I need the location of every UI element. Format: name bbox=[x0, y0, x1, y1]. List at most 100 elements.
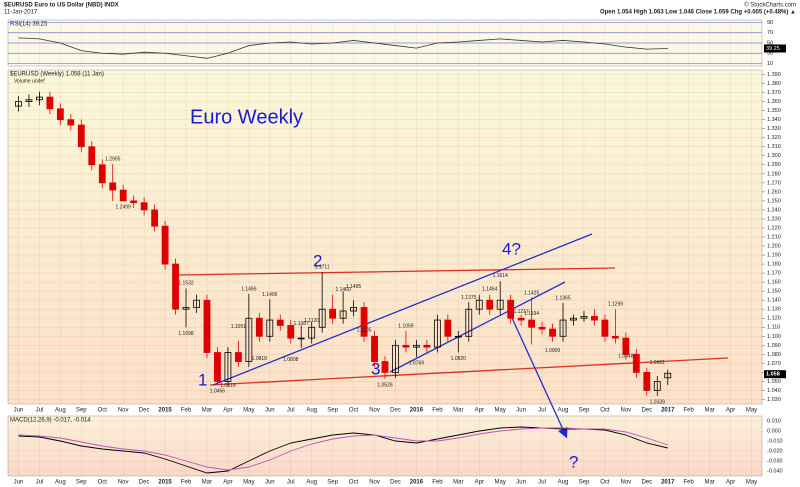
x-tick-label: Oct bbox=[98, 480, 108, 486]
y-tick-label: 1.150 bbox=[767, 289, 781, 295]
price-label: 1.0651 bbox=[650, 360, 666, 366]
y-tick-label: 10 bbox=[767, 61, 773, 67]
x-tick-label: Apr bbox=[726, 408, 735, 414]
price-label: 1.1711 bbox=[315, 264, 330, 270]
candle-body bbox=[381, 361, 389, 373]
x-tick-label: Feb bbox=[432, 408, 443, 414]
candle-body bbox=[664, 372, 672, 379]
y-tick-label: 0.010 bbox=[767, 418, 781, 424]
candle-body bbox=[444, 319, 452, 337]
price-label: 1.1299 bbox=[608, 302, 624, 308]
candle-body bbox=[549, 328, 556, 337]
x-tick-label: Nov bbox=[369, 408, 380, 414]
y-tick-label: 1.140 bbox=[767, 298, 781, 304]
price-label: 1.1425 bbox=[524, 290, 540, 296]
candle-body bbox=[214, 352, 221, 382]
candle-body bbox=[580, 316, 588, 319]
price-label: 1.0519 bbox=[220, 383, 236, 389]
x-tick-label: Sep bbox=[76, 408, 87, 414]
x-tick-label: Jul bbox=[287, 480, 295, 486]
price-label: 1.0820 bbox=[451, 356, 467, 362]
price-label: 1.1464 bbox=[482, 287, 498, 293]
x-tick-label: 2016 bbox=[410, 480, 424, 486]
candle-body bbox=[350, 307, 357, 312]
x-tick-label: Dec bbox=[139, 480, 150, 486]
candle-body bbox=[297, 337, 305, 340]
candle-body bbox=[161, 225, 169, 265]
x-tick-label: Oct bbox=[600, 408, 610, 414]
y-tick-label: 1.330 bbox=[767, 126, 781, 132]
y-tick-label: 1.170 bbox=[767, 271, 781, 277]
macd-legend: MACD(12,26,9) -0.017, -0.014 bbox=[10, 418, 91, 424]
channel-line bbox=[389, 281, 566, 373]
candle-body bbox=[611, 335, 619, 339]
candle-body bbox=[423, 344, 431, 348]
x-tick-label: Apr bbox=[475, 408, 484, 414]
price-label: 1.0526 bbox=[377, 382, 393, 388]
candle-body bbox=[151, 209, 159, 227]
x-tick-label: Aug bbox=[558, 408, 569, 414]
y-tick-label: 90 bbox=[767, 20, 773, 26]
x-tick-label: Mar bbox=[202, 408, 212, 414]
y-tick-label: 1.070 bbox=[767, 361, 781, 367]
x-tick-label: Nov bbox=[621, 480, 632, 486]
x-tick-label: Apr bbox=[223, 408, 232, 414]
x-tick-label: Oct bbox=[349, 408, 359, 414]
x-tick-label: Oct bbox=[98, 408, 108, 414]
wave-label: ? bbox=[569, 452, 578, 471]
price-label: 1.0456 bbox=[210, 389, 226, 395]
candle-body bbox=[402, 344, 410, 348]
y-tick-label: 1.290 bbox=[767, 162, 781, 168]
x-tick-label: Aug bbox=[558, 480, 569, 486]
y-tick-label: 1.130 bbox=[767, 307, 781, 313]
price-panel bbox=[7, 69, 763, 405]
candle-body bbox=[255, 317, 263, 337]
x-tick-label: Feb bbox=[181, 408, 192, 414]
price-label: 1.1460 bbox=[335, 287, 351, 293]
wave-label: 3 bbox=[371, 359, 380, 378]
y-tick-label: 1.350 bbox=[767, 108, 781, 114]
x-tick-label: Sep bbox=[76, 480, 87, 486]
candle-body bbox=[276, 319, 284, 326]
y-tick-label: 1.120 bbox=[767, 316, 781, 322]
candle-body bbox=[433, 319, 441, 348]
macd-line bbox=[18, 426, 668, 474]
candle-body bbox=[234, 352, 242, 362]
x-tick-label: Jul bbox=[538, 408, 546, 414]
y-tick-label: 50 bbox=[767, 40, 773, 46]
candle-body bbox=[119, 189, 127, 202]
y-tick-label: 1.340 bbox=[767, 117, 781, 123]
candle-body bbox=[329, 308, 337, 319]
y-tick-label: 1.380 bbox=[767, 81, 781, 87]
candle-body bbox=[245, 317, 253, 362]
x-tick-label: Apr bbox=[726, 480, 735, 486]
y-tick-label: 1.280 bbox=[767, 171, 781, 177]
y-tick-label: -0.040 bbox=[767, 468, 783, 474]
y-tick-label: 1.360 bbox=[767, 99, 781, 105]
candle-body bbox=[454, 335, 462, 338]
y-tick-label: 1.180 bbox=[767, 262, 781, 268]
y-tick-label: 1.310 bbox=[767, 144, 781, 150]
x-tick-label: Sep bbox=[579, 408, 590, 414]
support-line bbox=[209, 357, 729, 386]
price-label: 1.0339 bbox=[650, 399, 666, 405]
x-tick-label: Dec bbox=[641, 408, 652, 414]
y-tick-label: 1.230 bbox=[767, 216, 781, 222]
y-tick-label: 1.220 bbox=[767, 225, 781, 231]
price-label: 1.1087 bbox=[294, 321, 310, 327]
rsi-legend: RSI(14) 39.25 bbox=[10, 22, 48, 28]
candle-body bbox=[570, 317, 577, 321]
candle-body bbox=[25, 99, 33, 102]
y-tick-label: 70 bbox=[767, 30, 773, 36]
y-tick-label: 1.080 bbox=[767, 352, 781, 358]
candle-body bbox=[98, 164, 106, 184]
price-label: 1.0769 bbox=[409, 360, 425, 366]
volume-legend: Volume undef bbox=[14, 78, 45, 84]
y-tick-label: 1.040 bbox=[767, 388, 781, 394]
candle-body bbox=[339, 310, 347, 319]
source: © StockCharts.com bbox=[744, 2, 796, 9]
x-tick-label: Feb bbox=[432, 480, 443, 486]
x-tick-label: Oct bbox=[349, 480, 359, 486]
y-tick-label: 30 bbox=[767, 51, 773, 57]
channel-line bbox=[212, 233, 593, 386]
